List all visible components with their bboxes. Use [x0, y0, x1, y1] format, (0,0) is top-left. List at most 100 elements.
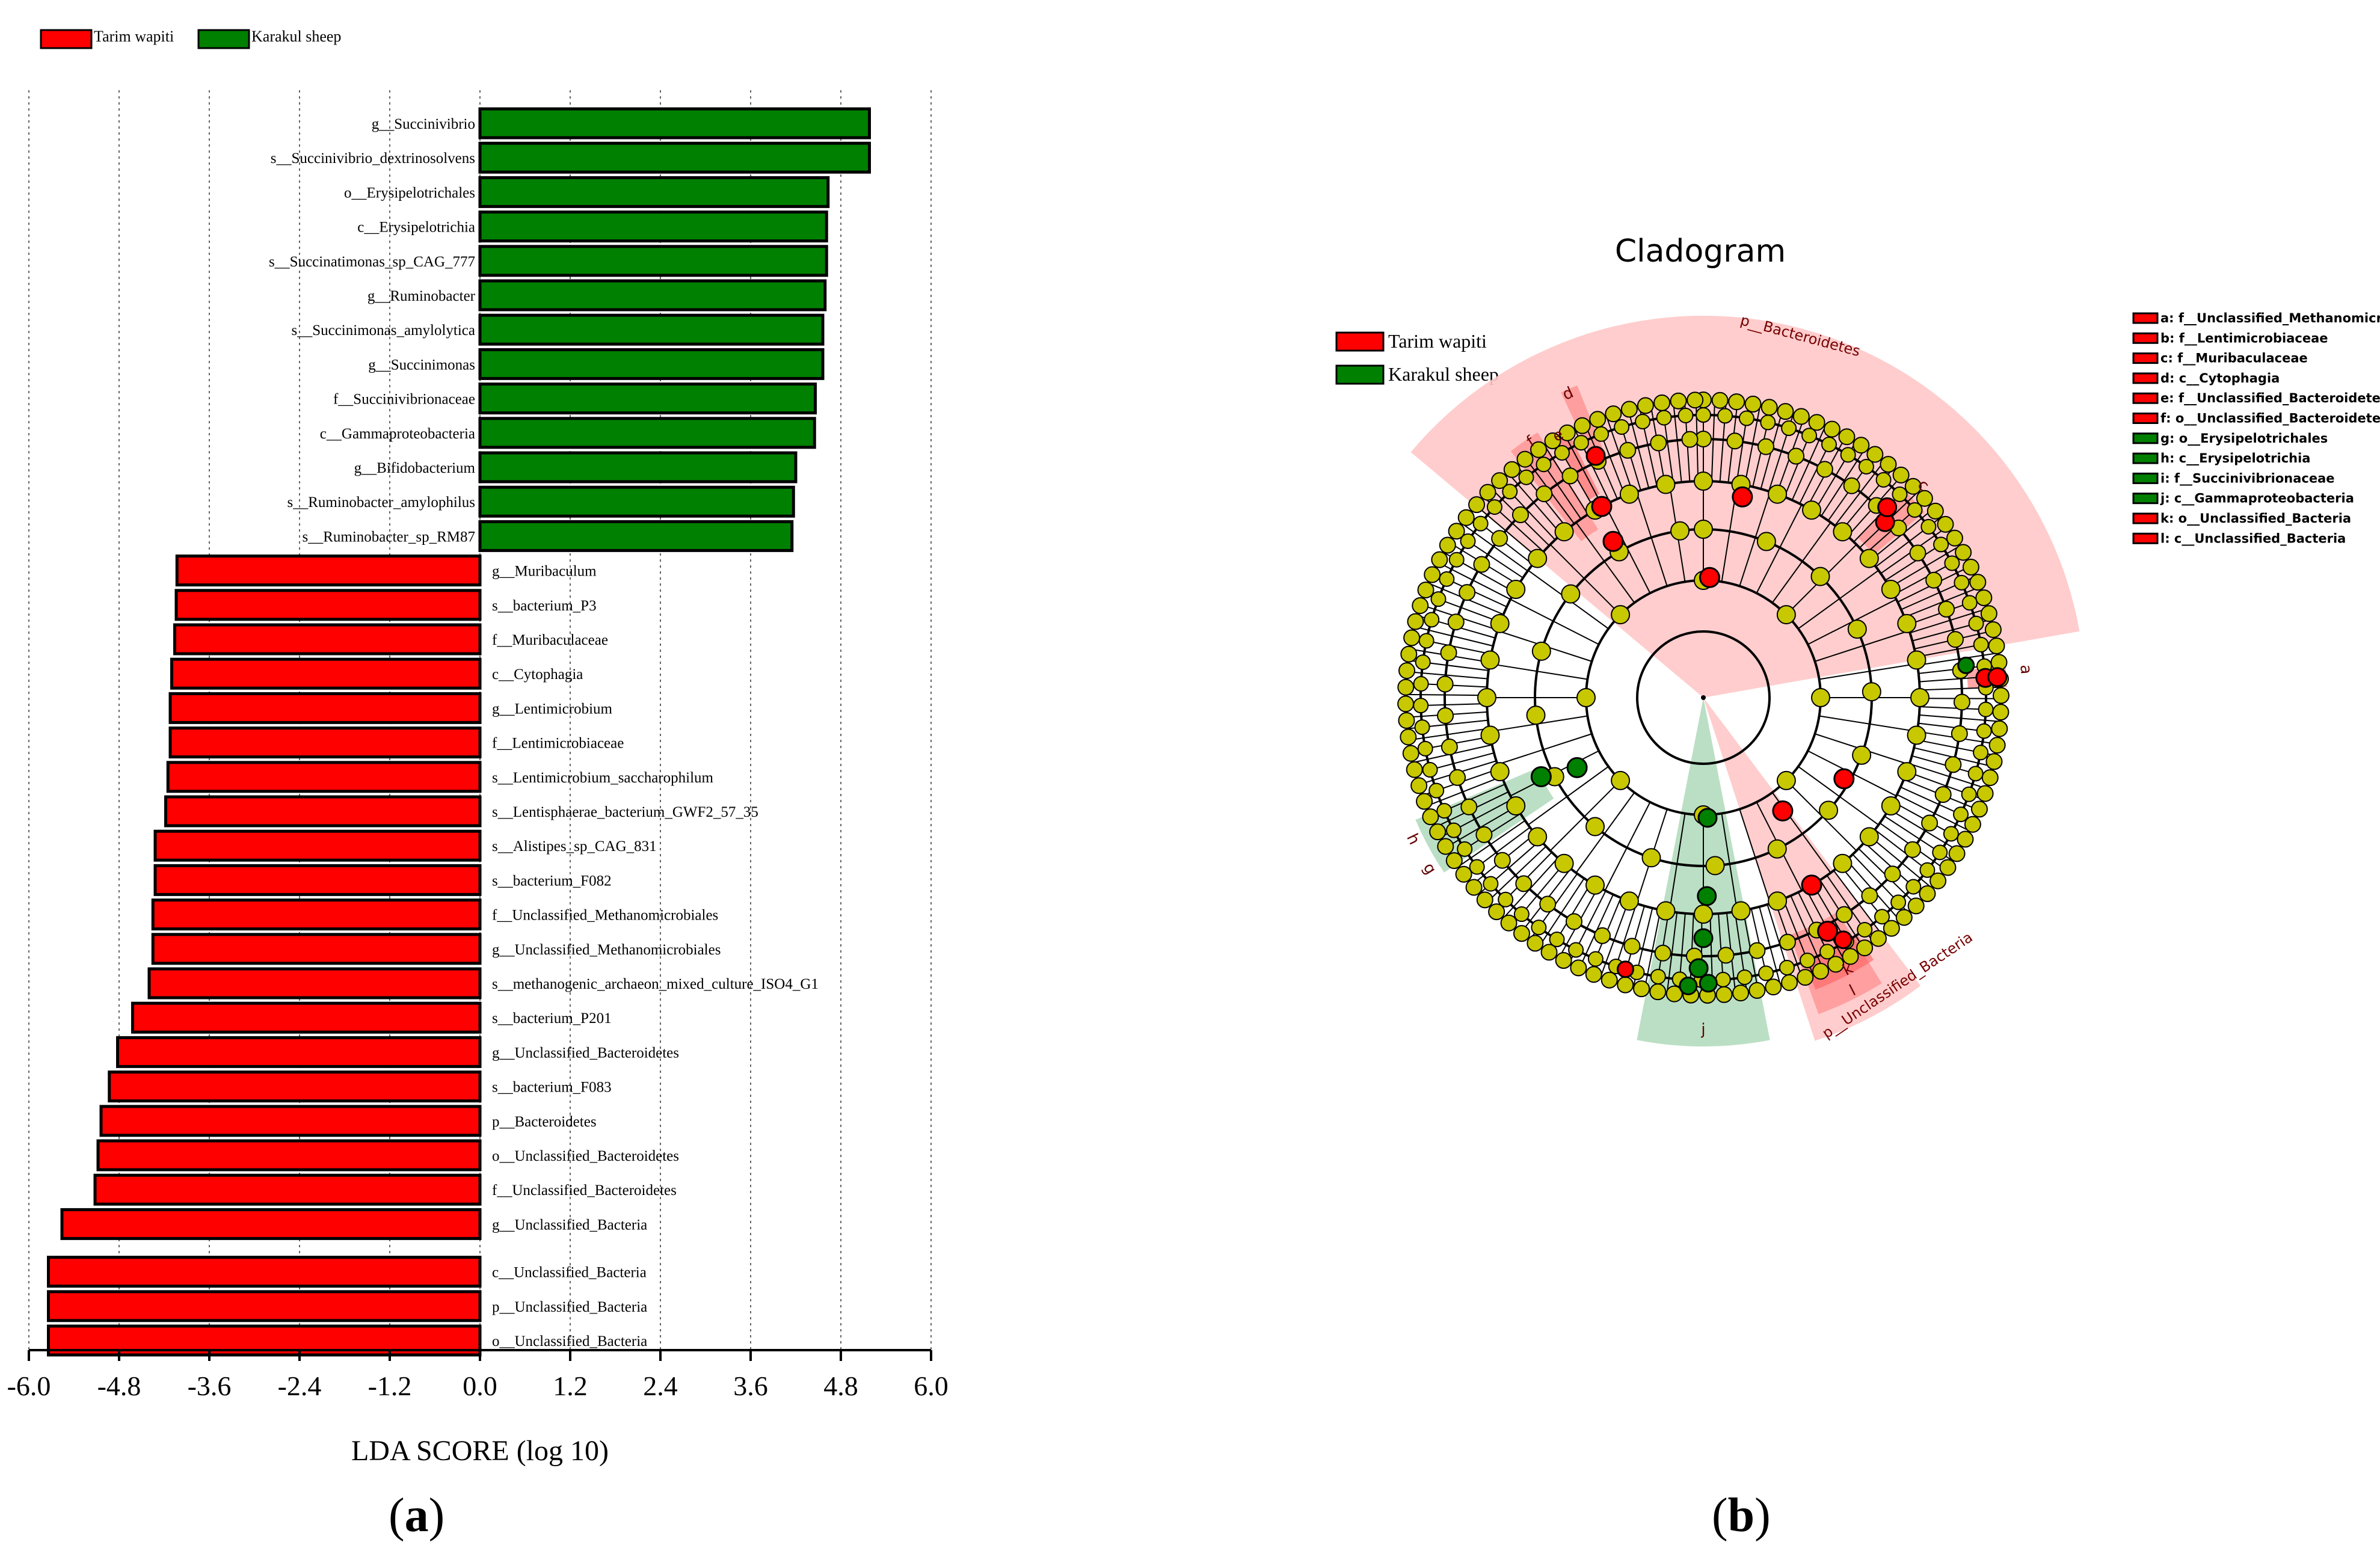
tree-node [1881, 580, 1901, 599]
key-label: c: f__Muribaculaceae [2160, 351, 2308, 366]
tree-node [1884, 865, 1901, 883]
tree-node [1859, 827, 1879, 847]
spoke [1819, 715, 1917, 733]
tree-node [1797, 969, 1814, 986]
tree-node [1619, 441, 1637, 459]
tree-node [1967, 766, 1984, 782]
bar-label: s__Succinivibrio_dextrinosolvens [271, 150, 475, 167]
tree-node [1457, 841, 1473, 857]
tree-node [1861, 887, 1878, 904]
x-tick-label: -6.0 [7, 1371, 51, 1401]
bar-label: g__Muribaculum [492, 564, 597, 580]
tree-node [1909, 544, 1926, 562]
tree-node [1665, 985, 1683, 1003]
tree-node [1566, 913, 1582, 930]
spoke [1739, 809, 1771, 904]
tree-node [1715, 971, 1731, 987]
spoke [1605, 416, 1634, 493]
spoke [1711, 400, 1716, 482]
tree-node [1513, 906, 1530, 923]
tree-node [1422, 808, 1439, 826]
tree-node [1536, 485, 1553, 503]
tree-node [1694, 471, 1713, 491]
tree-node [1945, 756, 1962, 773]
tree-node [1976, 785, 1994, 802]
tree-node [1654, 944, 1671, 962]
tree-node [1528, 548, 1548, 568]
tree-node [1816, 461, 1833, 478]
bar [166, 761, 482, 793]
tarim-node [1602, 530, 1624, 552]
tree-node [1925, 571, 1943, 589]
tree-node [1760, 414, 1776, 431]
tree-node [1412, 597, 1429, 615]
bar [173, 623, 482, 656]
cladogram-title: Cladogram [1615, 233, 1786, 269]
spoke [1798, 570, 1879, 630]
tree-node [1919, 862, 1936, 878]
tree-node [1585, 817, 1605, 837]
tree-node [1767, 839, 1787, 859]
spoke [1438, 562, 1511, 600]
bar [478, 245, 828, 277]
tree-node [1748, 981, 1766, 999]
tree-node [1555, 952, 1572, 969]
bar [116, 1036, 482, 1068]
tree-node [1511, 506, 1529, 523]
tree-node [1964, 815, 1981, 833]
tree-node [1953, 806, 1969, 823]
bar [168, 692, 482, 724]
key-swatch [2132, 452, 2159, 464]
tree-node [1502, 484, 1518, 500]
tree-node [1549, 932, 1565, 948]
tree-node [1460, 533, 1476, 549]
tree-node [1447, 613, 1465, 631]
karakul-node [1566, 757, 1588, 778]
tree-node [1530, 441, 1548, 458]
x-tick-label: 1.2 [553, 1371, 588, 1401]
tree-node [1792, 408, 1810, 425]
spoke [1889, 808, 1959, 852]
tree-node [1944, 555, 1960, 571]
tree-node [1853, 437, 1870, 454]
tree-node [1516, 450, 1534, 468]
tree-node [1528, 827, 1548, 847]
key-swatch [2132, 493, 2159, 505]
tree-node [1436, 675, 1454, 693]
tree-node [1477, 688, 1496, 707]
bar [93, 1173, 482, 1206]
tarim-node [1833, 768, 1855, 790]
tree-node [1527, 935, 1544, 952]
bar [478, 210, 828, 243]
tarim-node [1699, 567, 1720, 588]
spoke [1739, 491, 1771, 586]
key-label: l: c__Unclassified_Bacteria [2160, 531, 2346, 545]
bar [478, 176, 830, 208]
tree-node [1980, 605, 1997, 622]
tarim-node [1817, 920, 1839, 942]
bar-label: f__Unclassified_Bacteroidetes [492, 1182, 677, 1199]
tree-node [1400, 645, 1418, 663]
tree-node [1696, 407, 1711, 423]
tree-node [1490, 613, 1510, 633]
tarim-node [1772, 800, 1794, 822]
spoke [1497, 733, 1592, 766]
key-swatch [2132, 372, 2159, 384]
tree-node [1601, 971, 1618, 989]
spoke [1628, 409, 1650, 488]
tree-node [1920, 518, 1937, 535]
bar-label: g__Unclassified_Methanomicrobiales [492, 942, 721, 958]
tarim-node [1987, 667, 2008, 687]
tree-node [1883, 920, 1900, 937]
tree-node [1726, 432, 1744, 450]
tree-node [1756, 532, 1776, 551]
x-tick-label: 0.0 [463, 1371, 497, 1401]
tree-node [1623, 938, 1641, 955]
tree-node [1992, 687, 2009, 704]
tree-node [1544, 432, 1561, 450]
spoke [1798, 766, 1879, 826]
tree-node [1515, 875, 1533, 892]
bar [96, 1139, 482, 1172]
spoke [1819, 663, 1917, 680]
spoke [1869, 835, 1933, 889]
